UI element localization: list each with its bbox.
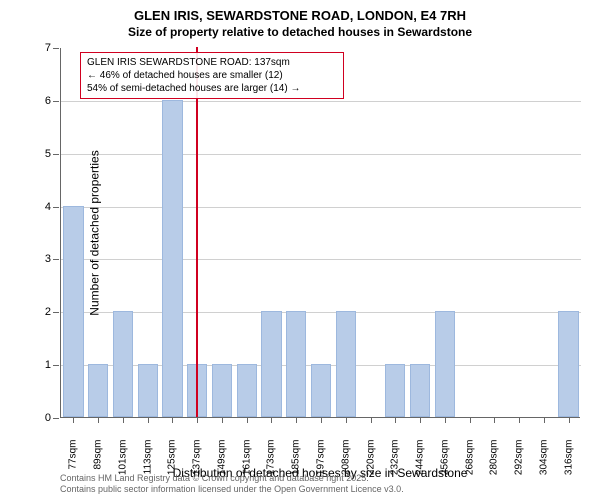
xtick [470,417,471,423]
bar [311,364,331,417]
xtick-label: 292sqm [514,440,525,480]
xtick [296,417,297,423]
xtick [544,417,545,423]
xtick [494,417,495,423]
bar [286,311,306,417]
bar [138,364,158,417]
xtick [73,417,74,423]
ytick [53,207,59,208]
ytick-label: 6 [33,95,51,107]
gridline [61,312,581,313]
xtick [247,417,248,423]
ytick-label: 5 [33,148,51,160]
xtick [569,417,570,423]
bar [237,364,257,417]
annotation-line3: 54% of semi-detached houses are larger (… [87,82,337,95]
chart-area: 0123456777sqm89sqm101sqm113sqm125sqm137s… [60,48,580,418]
ytick-label: 3 [33,253,51,265]
xtick [371,417,372,423]
xtick [519,417,520,423]
footer-line2: Contains public sector information licen… [60,484,404,496]
xtick [123,417,124,423]
chart-subtitle: Size of property relative to detached ho… [0,23,600,39]
bar [88,364,108,417]
ytick [53,365,59,366]
footer: Contains HM Land Registry data © Crown c… [60,473,404,496]
bar [63,206,83,417]
xtick [148,417,149,423]
xtick [346,417,347,423]
bar [385,364,405,417]
bar [261,311,281,417]
ytick-label: 2 [33,306,51,318]
ytick [53,259,59,260]
xtick [395,417,396,423]
y-axis-label: Number of detached properties [88,150,102,315]
xtick-label: 316sqm [563,440,574,480]
gridline [61,101,581,102]
xtick [197,417,198,423]
xtick [172,417,173,423]
xtick [222,417,223,423]
ytick [53,154,59,155]
bar [435,311,455,417]
ytick [53,312,59,313]
ytick [53,101,59,102]
annotation-box: GLEN IRIS SEWARDSTONE ROAD: 137sqm ← 46%… [80,52,344,99]
bar [113,311,133,417]
plot: 0123456777sqm89sqm101sqm113sqm125sqm137s… [60,48,580,418]
xtick [98,417,99,423]
ytick-label: 0 [33,412,51,424]
gridline [61,154,581,155]
xtick-label: 304sqm [538,440,549,480]
ytick [53,418,59,419]
bar [410,364,430,417]
chart-title: GLEN IRIS, SEWARDSTONE ROAD, LONDON, E4 … [0,0,600,23]
ytick [53,48,59,49]
xtick [445,417,446,423]
marker-line [196,47,198,417]
annotation-line2: ← 46% of detached houses are smaller (12… [87,69,337,82]
xtick [420,417,421,423]
gridline [61,259,581,260]
xtick [321,417,322,423]
bar [558,311,578,417]
footer-line1: Contains HM Land Registry data © Crown c… [60,473,404,485]
ytick-label: 7 [33,42,51,54]
bar [336,311,356,417]
annotation-line1: GLEN IRIS SEWARDSTONE ROAD: 137sqm [87,56,337,69]
ytick-label: 4 [33,201,51,213]
xtick [271,417,272,423]
bar [212,364,232,417]
ytick-label: 1 [33,359,51,371]
bar [162,100,182,417]
gridline [61,207,581,208]
xtick-label: 280sqm [489,440,500,480]
